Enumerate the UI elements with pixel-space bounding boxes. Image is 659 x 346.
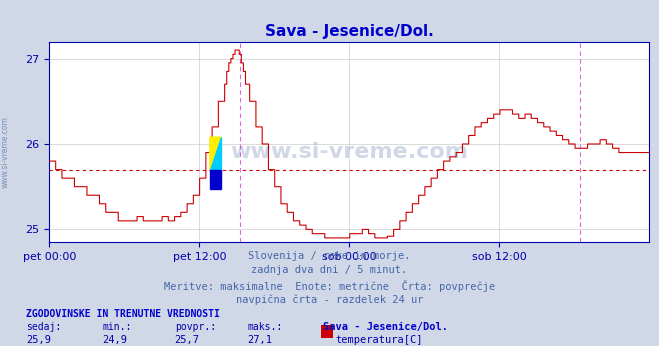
Polygon shape <box>210 170 221 189</box>
Text: Meritve: maksimalne  Enote: metrične  Črta: povprečje: Meritve: maksimalne Enote: metrične Črta… <box>164 280 495 292</box>
Text: 25,7: 25,7 <box>175 335 200 345</box>
Text: povpr.:: povpr.: <box>175 322 215 333</box>
Text: maks.:: maks.: <box>247 322 282 333</box>
Text: Slovenija / reke in morje.: Slovenija / reke in morje. <box>248 251 411 261</box>
Text: www.si-vreme.com: www.si-vreme.com <box>230 142 469 162</box>
Text: sedaj:: sedaj: <box>26 322 61 333</box>
Text: min.:: min.: <box>102 322 132 333</box>
Text: 25,9: 25,9 <box>26 335 51 345</box>
Text: Sava - Jesenice/Dol.: Sava - Jesenice/Dol. <box>323 322 448 333</box>
Text: www.si-vreme.com: www.si-vreme.com <box>1 116 10 188</box>
Title: Sava - Jesenice/Dol.: Sava - Jesenice/Dol. <box>265 24 434 39</box>
Text: navpična črta - razdelek 24 ur: navpična črta - razdelek 24 ur <box>236 294 423 305</box>
Text: ZGODOVINSKE IN TRENUTNE VREDNOSTI: ZGODOVINSKE IN TRENUTNE VREDNOSTI <box>26 309 220 319</box>
Text: 27,1: 27,1 <box>247 335 272 345</box>
Text: temperatura[C]: temperatura[C] <box>335 335 423 345</box>
Polygon shape <box>210 137 221 170</box>
Text: 24,9: 24,9 <box>102 335 127 345</box>
Polygon shape <box>210 137 221 170</box>
Text: zadnja dva dni / 5 minut.: zadnja dva dni / 5 minut. <box>251 265 408 275</box>
